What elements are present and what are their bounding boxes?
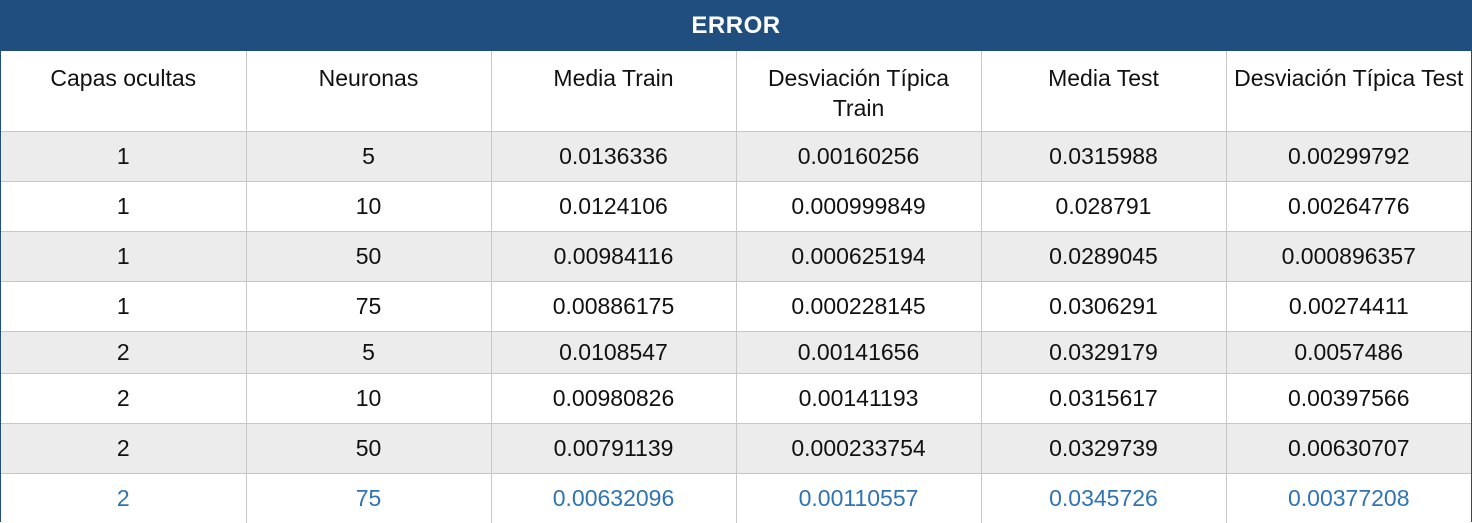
cell-media-train: 0.0124106 bbox=[490, 181, 736, 232]
error-table: Capas ocultas Neuronas Media Train Desvi… bbox=[1, 51, 1471, 523]
cell-capas: 2 bbox=[1, 473, 246, 523]
cell-desviacion-test: 0.00274411 bbox=[1225, 281, 1471, 332]
cell-media-test: 0.0345726 bbox=[980, 473, 1226, 523]
cell-desviacion-test: 0.00377208 bbox=[1225, 473, 1471, 523]
cell-media-train: 0.0136336 bbox=[490, 131, 736, 182]
cell-desviacion-train: 0.000999849 bbox=[735, 181, 981, 232]
table-row: 2 10 0.00980826 0.00141193 0.0315617 0.0… bbox=[1, 373, 1471, 424]
table-row-highlighted: 2 75 0.00632096 0.00110557 0.0345726 0.0… bbox=[1, 473, 1471, 523]
cell-desviacion-test: 0.00397566 bbox=[1225, 373, 1471, 424]
cell-media-test: 0.028791 bbox=[980, 181, 1226, 232]
table-row: 2 50 0.00791139 0.000233754 0.0329739 0.… bbox=[1, 423, 1471, 474]
cell-neuronas: 50 bbox=[245, 423, 491, 474]
cell-desviacion-train: 0.00160256 bbox=[735, 131, 981, 182]
cell-media-train: 0.0108547 bbox=[490, 331, 736, 374]
cell-neuronas: 10 bbox=[245, 373, 491, 424]
cell-neuronas: 10 bbox=[245, 181, 491, 232]
cell-neuronas: 50 bbox=[245, 231, 491, 282]
cell-media-train: 0.00791139 bbox=[490, 423, 736, 474]
cell-desviacion-train: 0.000625194 bbox=[735, 231, 981, 282]
cell-desviacion-train: 0.000228145 bbox=[735, 281, 981, 332]
header-media-train: Media Train bbox=[490, 51, 736, 132]
header-desviacion-train: Desviación Típica Train bbox=[735, 51, 981, 132]
cell-capas: 1 bbox=[1, 281, 246, 332]
cell-media-train: 0.00980826 bbox=[490, 373, 736, 424]
cell-desviacion-test: 0.0057486 bbox=[1225, 331, 1471, 374]
cell-media-train: 0.00886175 bbox=[490, 281, 736, 332]
header-neuronas: Neuronas bbox=[245, 51, 491, 132]
cell-media-test: 0.0306291 bbox=[980, 281, 1226, 332]
table-title: ERROR bbox=[1, 1, 1471, 51]
table-row: 1 10 0.0124106 0.000999849 0.028791 0.00… bbox=[1, 181, 1471, 232]
cell-desviacion-test: 0.00264776 bbox=[1225, 181, 1471, 232]
cell-neuronas: 75 bbox=[245, 281, 491, 332]
cell-neuronas: 5 bbox=[245, 131, 491, 182]
cell-capas: 1 bbox=[1, 181, 246, 232]
header-desviacion-test: Desviación Típica Test bbox=[1225, 51, 1471, 132]
table-row: 1 50 0.00984116 0.000625194 0.0289045 0.… bbox=[1, 231, 1471, 282]
cell-media-train: 0.00984116 bbox=[490, 231, 736, 282]
cell-desviacion-test: 0.00630707 bbox=[1225, 423, 1471, 474]
table-row: 1 5 0.0136336 0.00160256 0.0315988 0.002… bbox=[1, 131, 1471, 182]
table-row: 1 75 0.00886175 0.000228145 0.0306291 0.… bbox=[1, 281, 1471, 332]
cell-desviacion-test: 0.00299792 bbox=[1225, 131, 1471, 182]
table-row: 2 5 0.0108547 0.00141656 0.0329179 0.005… bbox=[1, 331, 1471, 374]
cell-desviacion-train: 0.00141193 bbox=[735, 373, 981, 424]
cell-media-test: 0.0315617 bbox=[980, 373, 1226, 424]
cell-media-test: 0.0289045 bbox=[980, 231, 1226, 282]
cell-capas: 1 bbox=[1, 231, 246, 282]
header-row: Capas ocultas Neuronas Media Train Desvi… bbox=[1, 51, 1471, 132]
header-media-test: Media Test bbox=[980, 51, 1226, 132]
header-capas-ocultas: Capas ocultas bbox=[1, 51, 246, 132]
cell-neuronas: 75 bbox=[245, 473, 491, 523]
cell-neuronas: 5 bbox=[245, 331, 491, 374]
cell-desviacion-train: 0.00141656 bbox=[735, 331, 981, 374]
cell-media-test: 0.0315988 bbox=[980, 131, 1226, 182]
cell-media-test: 0.0329179 bbox=[980, 331, 1226, 374]
cell-desviacion-test: 0.000896357 bbox=[1225, 231, 1471, 282]
cell-media-train: 0.00632096 bbox=[490, 473, 736, 523]
cell-capas: 2 bbox=[1, 331, 246, 374]
cell-capas: 2 bbox=[1, 373, 246, 424]
cell-media-test: 0.0329739 bbox=[980, 423, 1226, 474]
cell-desviacion-train: 0.00110557 bbox=[735, 473, 981, 523]
cell-capas: 2 bbox=[1, 423, 246, 474]
cell-desviacion-train: 0.000233754 bbox=[735, 423, 981, 474]
cell-capas: 1 bbox=[1, 131, 246, 182]
